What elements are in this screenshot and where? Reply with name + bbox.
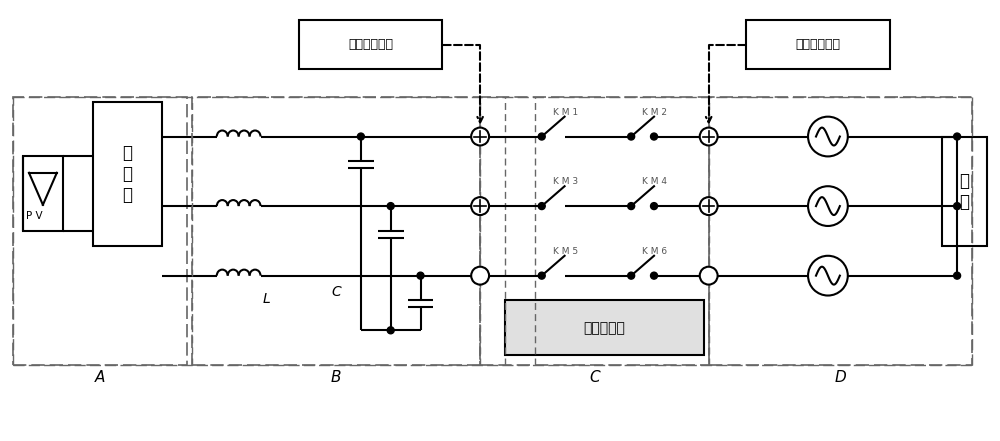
Circle shape xyxy=(628,202,635,209)
Text: C: C xyxy=(589,370,600,385)
Text: 电网电压检测: 电网电压检测 xyxy=(795,38,840,51)
Text: 逆
变
器: 逆 变 器 xyxy=(122,144,132,204)
Text: K M 2: K M 2 xyxy=(642,108,667,117)
Circle shape xyxy=(471,197,489,215)
Text: B: B xyxy=(331,370,341,385)
Circle shape xyxy=(417,272,424,279)
Text: L: L xyxy=(263,292,270,306)
Circle shape xyxy=(538,202,545,209)
Text: K M 1: K M 1 xyxy=(553,108,578,117)
Circle shape xyxy=(357,133,364,140)
Circle shape xyxy=(651,272,658,279)
Circle shape xyxy=(538,133,545,140)
Circle shape xyxy=(471,127,489,146)
Circle shape xyxy=(628,272,635,279)
Circle shape xyxy=(954,272,961,279)
Text: 逆变电压检测: 逆变电压检测 xyxy=(348,38,393,51)
Text: K M 4: K M 4 xyxy=(642,177,667,186)
Circle shape xyxy=(700,197,718,215)
Circle shape xyxy=(387,327,394,334)
Text: K M 3: K M 3 xyxy=(553,177,578,186)
Text: K M 6: K M 6 xyxy=(642,247,667,256)
Text: K M 5: K M 5 xyxy=(553,247,578,256)
Circle shape xyxy=(387,202,394,209)
Text: P V: P V xyxy=(26,211,43,221)
Text: C: C xyxy=(331,284,341,299)
FancyBboxPatch shape xyxy=(299,20,442,69)
Circle shape xyxy=(651,133,658,140)
Circle shape xyxy=(538,272,545,279)
Circle shape xyxy=(954,202,961,209)
Circle shape xyxy=(628,133,635,140)
Text: D: D xyxy=(834,370,846,385)
Text: A: A xyxy=(95,370,105,385)
FancyBboxPatch shape xyxy=(746,20,890,69)
Circle shape xyxy=(700,267,718,284)
Text: 继电器驱动: 继电器驱动 xyxy=(583,321,625,335)
Circle shape xyxy=(471,267,489,284)
Circle shape xyxy=(954,133,961,140)
Circle shape xyxy=(651,202,658,209)
Circle shape xyxy=(700,127,718,146)
Text: 电
网: 电 网 xyxy=(960,172,970,211)
FancyBboxPatch shape xyxy=(505,300,704,355)
